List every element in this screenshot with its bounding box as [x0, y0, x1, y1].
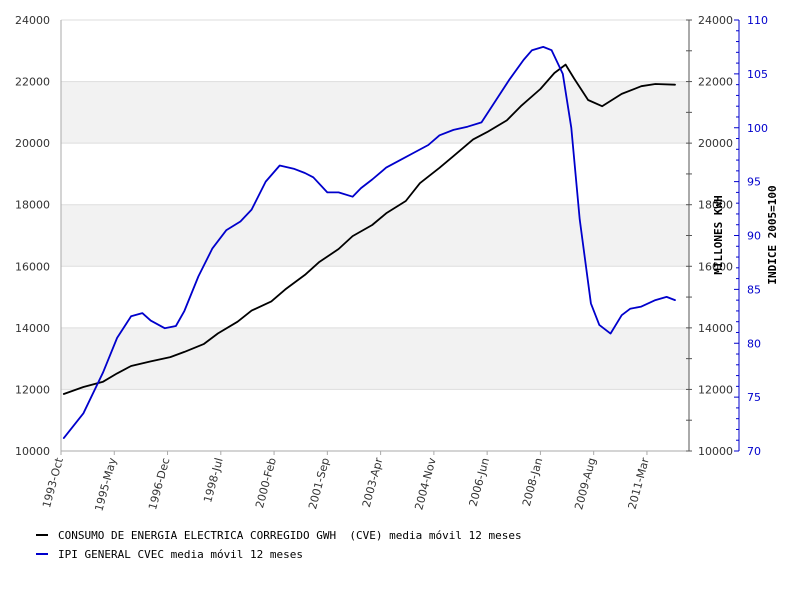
- legend-item-consumo: CONSUMO DE ENERGIA ELECTRICA CORREGIDO G…: [36, 529, 522, 542]
- y-right-indice-tick-label: 85: [747, 283, 761, 296]
- legend-label-consumo: CONSUMO DE ENERGIA ELECTRICA CORREGIDO G…: [58, 529, 522, 542]
- x-tick-label: 2011-Mar: [626, 456, 652, 511]
- legend: CONSUMO DE ENERGIA ELECTRICA CORREGIDO G…: [36, 529, 522, 561]
- y-right-indice-tick-label: 70: [747, 445, 761, 458]
- plot-band: [61, 81, 689, 144]
- y-axis-right-kwh: 10000 12000 14000 16000 18000 20000 22000 24000: [686, 14, 733, 458]
- y-right-kwh-tick-label: 12000: [698, 383, 733, 396]
- plot-band: [61, 204, 689, 267]
- x-tick-label: 2006-Jun: [467, 456, 492, 507]
- x-tick-label: 2001-Sep: [306, 456, 332, 510]
- series-lines: [62, 46, 676, 440]
- plot-frame: [60, 20, 689, 452]
- x-tick-label: 1993-Oct: [40, 456, 66, 510]
- y-right-indice-tick-label: 75: [747, 391, 761, 404]
- y-left-tick-label: 22000: [15, 76, 50, 89]
- legend-label-ipi: IPI GENERAL CVEC media móvil 12 meses: [58, 548, 303, 561]
- y-right-kwh-tick-label: 22000: [698, 76, 733, 89]
- y-right-indice-tick-label: 105: [747, 68, 768, 81]
- y-right-kwh-tick-label: 24000: [698, 14, 733, 27]
- plot-band: [61, 327, 689, 390]
- series-line-consumo: [62, 63, 676, 395]
- x-axis: 1993-Oct 1995-May 1996-Dec 1998-Jul 2000-Feb…: [40, 451, 652, 513]
- x-tick-label: 2000-Feb: [253, 456, 279, 509]
- series-line-ipi: [62, 46, 676, 440]
- y-axis-right-indice: 70 75 80 85 90 95 100 105 110: [734, 14, 768, 458]
- x-tick-label: 1998-Jul: [201, 456, 225, 504]
- x-tick-label: 2009-Aug: [572, 456, 598, 511]
- y-axis-right-kwh-title: MILLONES KWH: [712, 195, 725, 274]
- y-left-tick-label: 12000: [15, 383, 50, 396]
- x-tick-label: 2004-Nov: [412, 456, 439, 511]
- plot-bands: [61, 81, 689, 390]
- y-right-kwh-tick-label: 16000: [698, 260, 733, 273]
- x-tick-label: 2003-Apr: [360, 456, 386, 509]
- y-right-indice-tick-label: 90: [747, 230, 761, 243]
- y-axis-left: 10000 12000 14000 16000 18000 20000 22000 24000: [15, 14, 50, 458]
- y-right-indice-tick-label: 95: [747, 176, 761, 189]
- x-tick-label: 1996-Dec: [146, 456, 172, 511]
- x-tick-label: 1995-May: [92, 456, 119, 513]
- y-left-tick-label: 14000: [15, 322, 50, 335]
- y-right-indice-tick-label: 80: [747, 337, 761, 350]
- y-right-kwh-tick-label: 18000: [698, 199, 733, 212]
- y-left-tick-label: 20000: [15, 137, 50, 150]
- y-right-kwh-tick-label: 10000: [698, 445, 733, 458]
- y-right-indice-tick-label: 100: [747, 122, 768, 135]
- y-axis-right-indice-title: INDICE 2005=100: [766, 185, 779, 284]
- y-left-tick-label: 16000: [15, 260, 50, 273]
- y-right-kwh-tick-label: 20000: [698, 137, 733, 150]
- legend-item-ipi: IPI GENERAL CVEC media móvil 12 meses: [36, 548, 303, 561]
- y-left-tick-label: 18000: [15, 199, 50, 212]
- y-left-tick-label: 10000: [15, 445, 50, 458]
- y-left-tick-label: 24000: [15, 14, 50, 27]
- x-tick-label: 2008-Jan: [520, 456, 545, 507]
- y-right-kwh-tick-label: 14000: [698, 322, 733, 335]
- y-right-indice-tick-label: 110: [747, 14, 768, 27]
